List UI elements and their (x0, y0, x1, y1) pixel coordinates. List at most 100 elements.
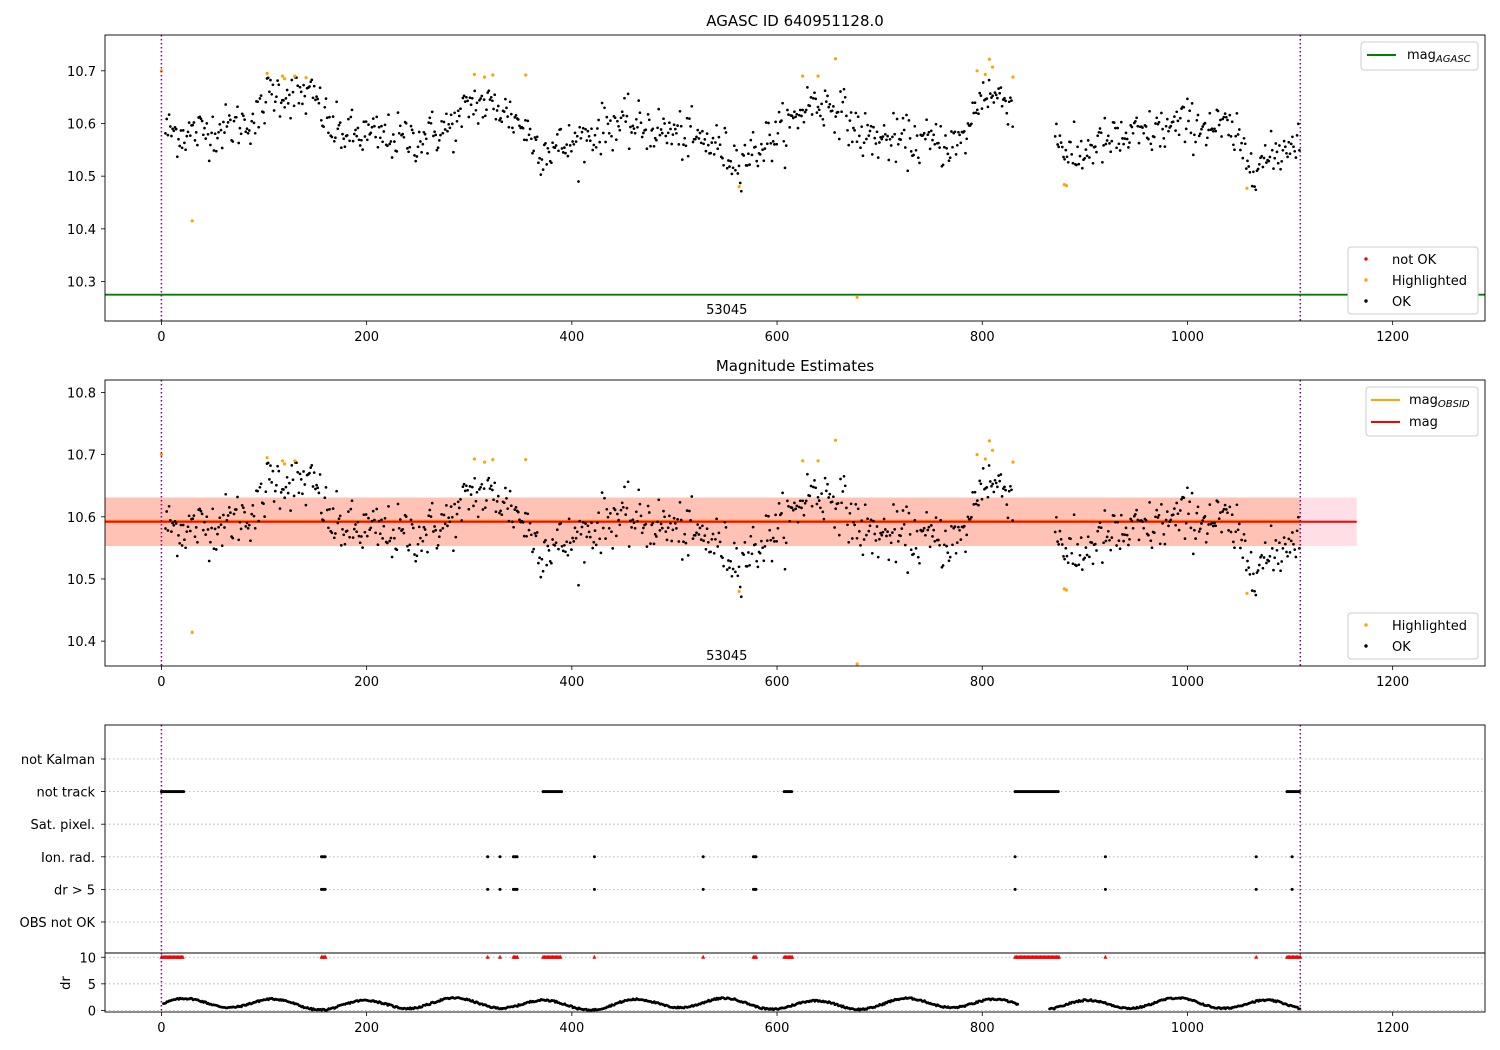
ok-point (561, 549, 565, 553)
ok-point (1244, 167, 1248, 170)
ok-point (282, 488, 285, 491)
ok-point (1235, 503, 1239, 507)
ok-point (1128, 537, 1131, 541)
ok-point (315, 483, 318, 487)
ok-point (592, 143, 596, 147)
ok-point (928, 147, 932, 151)
ok-point (974, 502, 978, 506)
ok-point (213, 132, 217, 136)
ok-point (730, 574, 734, 578)
ok-point (1064, 148, 1068, 152)
ok-point (657, 498, 661, 502)
ok-point (745, 565, 749, 568)
ok-point (627, 545, 631, 548)
x-tick-label: 0 (157, 330, 165, 345)
ok-point (1010, 488, 1013, 492)
ok-point (500, 513, 504, 517)
ok-point (461, 485, 465, 489)
ok-point (272, 109, 276, 112)
ok-point (881, 135, 885, 138)
ok-point (303, 483, 307, 486)
ok-point (347, 117, 350, 121)
ok-point (1256, 167, 1260, 171)
ok-point (924, 137, 927, 141)
ok-point (637, 99, 641, 102)
ok-point (1242, 532, 1246, 536)
ok-point (758, 153, 762, 156)
x-tick-label: 400 (559, 675, 584, 690)
ok-point (881, 530, 885, 534)
ok-point (1184, 521, 1188, 525)
ok-point (475, 101, 479, 105)
ok-point (426, 550, 429, 554)
ok-point (450, 515, 454, 519)
ok-point (521, 521, 525, 524)
ok-point (1056, 143, 1059, 146)
ok-point (225, 519, 229, 522)
ok-point (1062, 155, 1065, 159)
ok-point (1249, 152, 1253, 155)
ok-point (1101, 561, 1104, 564)
ok-point (1072, 120, 1076, 124)
ok-point (783, 567, 787, 571)
ok-point (1267, 159, 1271, 163)
ok-point (218, 516, 222, 520)
highlighted-point (816, 74, 820, 78)
ok-point (339, 146, 343, 150)
ok-point (1230, 120, 1234, 124)
ok-point (895, 510, 899, 513)
ok-point (948, 156, 952, 160)
ok-point (390, 156, 394, 159)
ok-point (1274, 539, 1278, 542)
ok-point (192, 514, 196, 517)
ok-point (996, 485, 999, 489)
ok-point (1275, 548, 1279, 552)
ok-point (534, 534, 538, 538)
ok-point (815, 502, 819, 506)
ok-point (186, 525, 190, 529)
ok-point (859, 544, 862, 547)
ok-point (365, 138, 369, 142)
ok-point (620, 110, 624, 114)
ok-point (1071, 161, 1075, 165)
ok-point (322, 125, 325, 129)
ok-point (1219, 511, 1222, 514)
ok-point (712, 551, 716, 555)
ok-point (626, 480, 630, 484)
ok-point (432, 134, 435, 138)
ok-point (926, 133, 930, 137)
flag-marker (754, 887, 758, 891)
ok-point (718, 143, 722, 147)
ok-point (850, 537, 854, 540)
ok-point (186, 130, 190, 134)
y-tick-label: 10.6 (67, 117, 96, 132)
ok-point (769, 141, 773, 145)
ok-point (1103, 509, 1107, 512)
ok-point (414, 159, 418, 163)
ok-point (1110, 139, 1114, 143)
ok-point (559, 522, 563, 525)
ok-point (336, 127, 340, 131)
highlighted-point (190, 219, 194, 223)
flag-marker (323, 887, 327, 891)
ok-point (1104, 539, 1108, 543)
ok-point (396, 111, 400, 114)
ok-point (901, 509, 905, 512)
ok-point (1240, 141, 1243, 145)
ok-point (1267, 559, 1271, 563)
ok-point (328, 507, 331, 511)
ok-point (763, 147, 767, 150)
highlighted-point (472, 72, 476, 77)
ok-point (756, 565, 760, 569)
ok-point (204, 137, 208, 140)
ok-point (1270, 148, 1274, 152)
ok-point (512, 130, 515, 134)
ok-point (310, 78, 314, 82)
ok-point (743, 541, 747, 544)
ok-point (944, 134, 947, 137)
ok-point (798, 108, 802, 112)
ok-point (276, 464, 279, 468)
ok-point (275, 483, 278, 487)
ok-point (442, 513, 446, 517)
ok-point (292, 104, 296, 108)
